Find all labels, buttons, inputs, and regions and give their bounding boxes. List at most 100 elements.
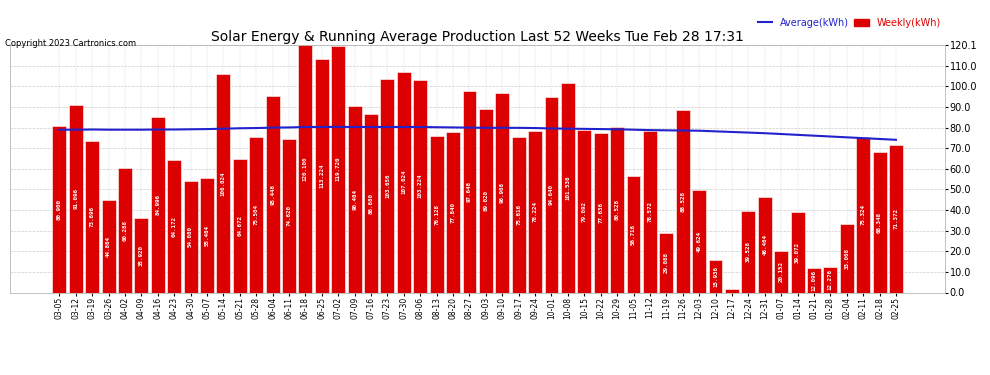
Text: 46.464: 46.464 [762, 234, 767, 255]
Bar [495, 93, 509, 292]
Bar [315, 59, 329, 292]
Text: 89.020: 89.020 [483, 190, 488, 211]
Text: 78.224: 78.224 [533, 201, 538, 222]
Bar [167, 160, 181, 292]
Bar [807, 268, 821, 292]
Bar [69, 105, 83, 292]
Bar [184, 181, 198, 292]
Bar [643, 130, 657, 292]
Title: Solar Energy & Running Average Production Last 52 Weeks Tue Feb 28 17:31: Solar Energy & Running Average Productio… [211, 30, 744, 44]
Text: 29.088: 29.088 [664, 252, 669, 273]
Text: 55.464: 55.464 [205, 225, 210, 246]
Bar [462, 91, 476, 292]
Text: Copyright 2023 Cartronics.com: Copyright 2023 Cartronics.com [5, 39, 136, 48]
Text: 107.024: 107.024 [401, 170, 406, 195]
Text: 68.348: 68.348 [877, 211, 882, 232]
Bar [52, 126, 66, 292]
Text: 74.620: 74.620 [286, 205, 291, 226]
Legend: Average(kWh), Weekly(kWh): Average(kWh), Weekly(kWh) [757, 18, 940, 28]
Bar [102, 200, 116, 292]
Text: 56.716: 56.716 [631, 224, 636, 245]
Bar [282, 139, 296, 292]
Text: 103.656: 103.656 [385, 174, 390, 198]
Text: 39.528: 39.528 [745, 241, 750, 262]
Text: 80.528: 80.528 [615, 199, 620, 220]
Text: 44.864: 44.864 [106, 236, 111, 257]
Text: 71.372: 71.372 [893, 209, 899, 230]
Text: 86.680: 86.680 [368, 193, 373, 214]
Text: 35.920: 35.920 [139, 245, 144, 266]
Text: 119.720: 119.720 [336, 157, 341, 182]
Text: 95.448: 95.448 [270, 184, 275, 205]
Text: 54.080: 54.080 [188, 226, 193, 247]
Text: 77.636: 77.636 [598, 202, 603, 223]
Text: 49.624: 49.624 [697, 231, 702, 252]
Bar [298, 45, 313, 292]
Bar [544, 98, 558, 292]
Text: 88.528: 88.528 [680, 191, 685, 212]
Text: 73.696: 73.696 [90, 206, 95, 227]
Bar [85, 141, 99, 292]
Bar [347, 106, 361, 292]
Bar [742, 211, 755, 292]
Text: 20.152: 20.152 [778, 261, 784, 282]
Bar [627, 176, 641, 292]
Text: 97.648: 97.648 [467, 182, 472, 203]
Text: 76.128: 76.128 [435, 204, 440, 225]
Bar [872, 152, 886, 292]
Text: 15.936: 15.936 [713, 266, 718, 286]
Bar [840, 225, 853, 292]
Text: 101.536: 101.536 [565, 176, 570, 200]
Text: 39.072: 39.072 [795, 242, 800, 263]
Text: 78.572: 78.572 [647, 201, 652, 222]
Text: 33.008: 33.008 [844, 248, 849, 269]
Bar [364, 114, 378, 292]
Bar [118, 168, 132, 292]
Bar [610, 126, 624, 292]
Bar [725, 288, 739, 292]
Bar [528, 131, 543, 292]
Text: 12.096: 12.096 [812, 270, 817, 291]
Bar [512, 136, 526, 292]
Text: 91.096: 91.096 [73, 188, 78, 209]
Bar [824, 267, 838, 292]
Text: 120.100: 120.100 [303, 156, 308, 181]
Bar [430, 136, 444, 292]
Bar [332, 46, 346, 292]
Bar [709, 260, 723, 292]
Text: 84.996: 84.996 [155, 194, 160, 215]
Bar [659, 232, 673, 292]
Text: 103.224: 103.224 [418, 174, 423, 198]
Bar [217, 74, 231, 292]
Bar [200, 178, 214, 292]
Text: 90.464: 90.464 [352, 189, 357, 210]
Bar [233, 159, 247, 292]
Bar [397, 72, 411, 292]
Bar [577, 129, 591, 292]
Bar [856, 137, 870, 292]
Text: 60.288: 60.288 [123, 220, 128, 241]
Text: 80.900: 80.900 [56, 199, 62, 220]
Text: 96.908: 96.908 [500, 182, 505, 203]
Text: 77.840: 77.840 [450, 202, 455, 223]
Bar [265, 96, 279, 292]
Text: 64.172: 64.172 [171, 216, 177, 237]
Text: 12.276: 12.276 [828, 269, 833, 290]
Bar [757, 197, 771, 292]
Bar [249, 137, 263, 292]
Bar [561, 83, 575, 292]
Bar [413, 80, 428, 292]
Bar [479, 109, 493, 292]
Bar [791, 212, 805, 292]
Text: 79.092: 79.092 [582, 201, 587, 222]
Text: 75.504: 75.504 [253, 204, 258, 225]
Text: 64.672: 64.672 [238, 215, 243, 236]
Bar [446, 132, 460, 292]
Text: 75.324: 75.324 [860, 204, 865, 225]
Bar [676, 110, 690, 292]
Bar [889, 146, 903, 292]
Bar [692, 190, 706, 292]
Bar [594, 132, 608, 292]
Text: 113.224: 113.224 [320, 164, 325, 188]
Bar [774, 251, 788, 292]
